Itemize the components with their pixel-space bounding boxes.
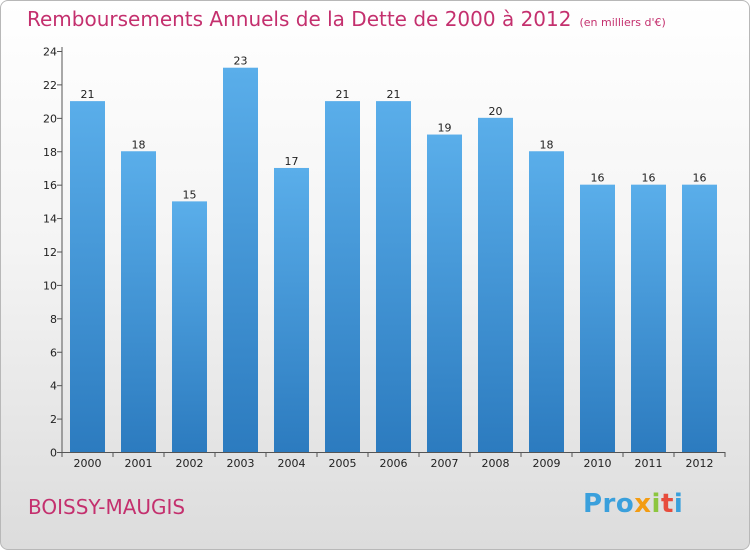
x-tick-label: 2006 xyxy=(380,457,408,470)
data-label: 16 xyxy=(591,172,605,185)
x-tick-label: 2005 xyxy=(329,457,357,470)
bar xyxy=(172,201,207,452)
x-tick-label: 2007 xyxy=(431,457,459,470)
x-tick-label: 2010 xyxy=(584,457,612,470)
y-tick-label: 10 xyxy=(43,279,57,292)
x-tick-label: 2004 xyxy=(278,457,306,470)
data-label: 18 xyxy=(540,138,554,151)
y-tick-label: 16 xyxy=(43,179,57,192)
x-tick-label: 2008 xyxy=(482,457,510,470)
bar xyxy=(223,67,258,452)
data-label: 21 xyxy=(387,88,401,101)
bar xyxy=(631,184,666,452)
x-tick-label: 2000 xyxy=(74,457,102,470)
chart-labels: 2000 21 2001 18 2002 15 2003 23 2004 17 2005 21 2006… xyxy=(74,55,714,470)
y-tick-label: 14 xyxy=(43,213,57,226)
data-label: 23 xyxy=(234,55,248,68)
y-tick-label: 6 xyxy=(50,346,57,359)
chart-title: Remboursements Annuels de la Dette de 20… xyxy=(27,7,666,31)
y-tick-label: 8 xyxy=(50,313,57,326)
x-tick-label: 2011 xyxy=(635,457,663,470)
logo-part: x xyxy=(634,489,652,519)
commune-name: BOISSY-MAUGIS xyxy=(28,495,186,519)
bar xyxy=(682,184,717,452)
bar xyxy=(427,134,462,452)
y-tick-label: 24 xyxy=(43,46,57,59)
logo-part: i xyxy=(651,489,661,519)
x-tick-label: 2002 xyxy=(176,457,204,470)
logo-part: t xyxy=(660,489,674,519)
bar xyxy=(376,101,411,452)
data-label: 15 xyxy=(183,188,197,201)
bar xyxy=(70,101,105,452)
bar xyxy=(274,167,309,453)
y-tick-label: 0 xyxy=(50,447,57,460)
data-label: 20 xyxy=(489,105,503,118)
data-label: 18 xyxy=(132,138,146,151)
chart-title-main: Remboursements Annuels de la Dette de 20… xyxy=(27,7,572,31)
data-label: 17 xyxy=(285,155,299,168)
logo-part: Pro xyxy=(583,489,635,519)
bar xyxy=(580,184,615,452)
data-label: 19 xyxy=(438,122,452,135)
y-tick-label: 4 xyxy=(50,380,57,393)
data-label: 21 xyxy=(336,88,350,101)
logo-part: i xyxy=(673,489,684,519)
chart-bars xyxy=(70,67,717,453)
data-label: 21 xyxy=(81,88,95,101)
x-tick-label: 2001 xyxy=(125,457,153,470)
bar xyxy=(121,151,156,452)
data-label: 16 xyxy=(642,172,656,185)
bar xyxy=(529,151,564,452)
chart-subtitle: (en milliers d'€) xyxy=(579,16,666,29)
y-tick-label: 18 xyxy=(43,146,57,159)
y-tick-label: 2 xyxy=(50,413,57,426)
x-tick-label: 2003 xyxy=(227,457,255,470)
y-tick-label: 20 xyxy=(43,112,57,125)
bar xyxy=(325,101,360,452)
y-tick-label: 12 xyxy=(43,246,57,259)
data-label: 16 xyxy=(693,172,707,185)
y-tick-label: 22 xyxy=(43,79,57,92)
x-tick-label: 2012 xyxy=(686,457,714,470)
x-tick-label: 2009 xyxy=(533,457,561,470)
proxiti-logo: Proxiti xyxy=(583,489,683,519)
bar xyxy=(478,117,513,452)
